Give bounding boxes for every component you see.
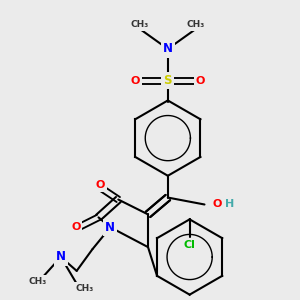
Text: CH₃: CH₃ — [29, 277, 47, 286]
Text: Cl: Cl — [184, 240, 196, 250]
Text: O: O — [212, 200, 222, 209]
Text: N: N — [56, 250, 66, 263]
Text: O: O — [130, 76, 140, 85]
Text: CH₃: CH₃ — [131, 20, 149, 29]
Text: O: O — [71, 222, 80, 232]
Text: O: O — [196, 76, 205, 85]
Text: O: O — [96, 180, 105, 190]
Text: H: H — [225, 200, 234, 209]
Text: CH₃: CH₃ — [186, 20, 205, 29]
Text: S: S — [164, 74, 172, 87]
Text: N: N — [163, 42, 173, 56]
Text: CH₃: CH₃ — [76, 284, 94, 293]
Text: N: N — [105, 221, 116, 234]
